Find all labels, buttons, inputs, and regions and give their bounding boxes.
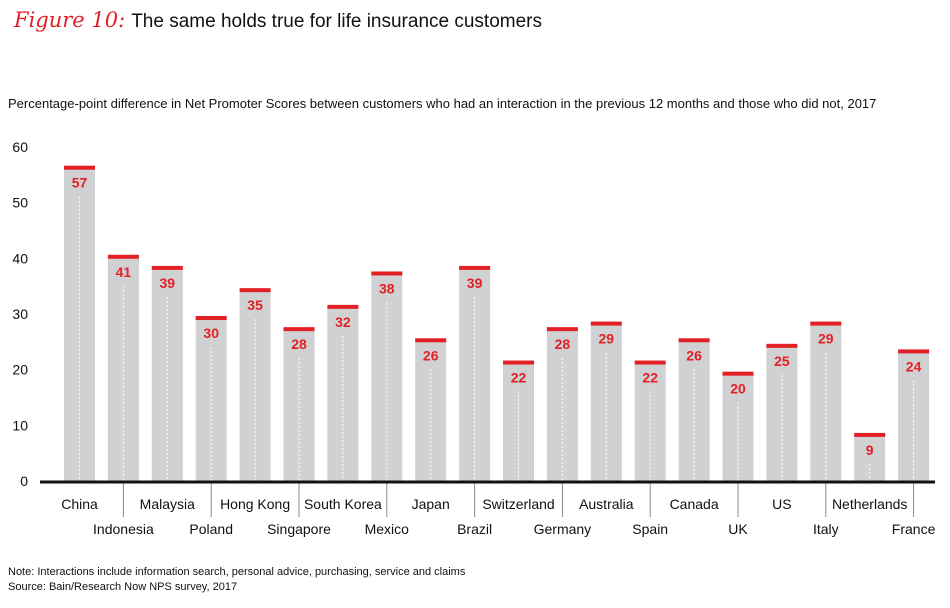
- y-tick-label: 50: [12, 195, 28, 211]
- data-label: 41: [116, 264, 132, 280]
- y-tick-label: 10: [12, 417, 28, 433]
- data-label: 20: [730, 381, 746, 397]
- data-label: 24: [906, 358, 922, 374]
- data-label: 22: [511, 370, 527, 386]
- data-label: 38: [379, 280, 395, 296]
- data-label: 22: [642, 370, 658, 386]
- data-label: 28: [291, 336, 307, 352]
- data-label: 35: [247, 297, 263, 313]
- bar-cap: [766, 343, 798, 348]
- y-tick-label: 0: [20, 473, 28, 489]
- category-label: Japan: [412, 496, 450, 512]
- y-tick-label: 60: [12, 139, 28, 155]
- bar: [64, 166, 95, 481]
- bar-cap: [503, 360, 534, 365]
- title-text: The same holds true for life insurance c…: [131, 11, 542, 32]
- bar-cap: [64, 165, 95, 170]
- bar-cap: [327, 304, 359, 309]
- bar-cap: [634, 360, 666, 365]
- category-label: Spain: [632, 521, 668, 537]
- bar-cap: [239, 288, 271, 293]
- bar-cap: [415, 338, 447, 343]
- bar: [898, 350, 930, 481]
- y-tick-label: 40: [12, 250, 28, 266]
- category-label: Indonesia: [93, 521, 154, 537]
- data-label: 28: [555, 336, 571, 352]
- bar: [766, 344, 798, 481]
- data-label: 26: [423, 347, 439, 363]
- bar-cap: [459, 265, 491, 270]
- bar-cap: [195, 316, 227, 320]
- chart-subtitle: Percentage-point difference in Net Promo…: [8, 96, 877, 111]
- category-label: US: [772, 496, 791, 512]
- category-label: Poland: [189, 521, 233, 537]
- bar-cap: [810, 321, 842, 326]
- category-label: UK: [728, 521, 748, 537]
- data-label: 39: [160, 275, 176, 291]
- category-label: Australia: [579, 496, 634, 512]
- bar-cap: [898, 349, 930, 354]
- category-label: Malaysia: [140, 496, 195, 512]
- category-label: Switzerland: [482, 496, 554, 512]
- chart-source: Source: Bain/Research Now NPS survey, 20…: [8, 581, 238, 593]
- data-label: 9: [866, 442, 874, 458]
- bar-cap: [722, 371, 754, 376]
- bar-cap: [590, 321, 622, 326]
- bar-cap: [678, 338, 710, 343]
- category-label: Netherlands: [832, 496, 908, 512]
- category-label: Italy: [813, 521, 839, 537]
- data-label: 29: [599, 331, 615, 347]
- bar-cap: [283, 327, 315, 332]
- category-label: Canada: [670, 496, 719, 512]
- y-tick-label: 30: [12, 306, 28, 322]
- category-label: Hong Kong: [220, 496, 290, 512]
- data-label: 25: [774, 353, 790, 369]
- bar-cap: [546, 327, 578, 332]
- figure-label: Figure 10:: [14, 8, 126, 32]
- category-label: Mexico: [365, 521, 410, 537]
- data-label: 39: [467, 275, 483, 291]
- category-label: Brazil: [457, 521, 492, 537]
- data-label: 26: [686, 347, 702, 363]
- figure-title: Figure 10: The same holds true for life i…: [14, 8, 542, 33]
- category-label: France: [892, 521, 936, 537]
- data-label: 57: [72, 175, 88, 191]
- bar-cap: [854, 432, 886, 437]
- data-label: 32: [335, 314, 351, 330]
- bar-cap: [371, 271, 403, 276]
- category-label: Germany: [534, 521, 592, 537]
- category-label: China: [61, 496, 98, 512]
- data-label: 30: [203, 325, 219, 341]
- bar-cap: [151, 265, 183, 270]
- chart-note: Note: Interactions include information s…: [8, 566, 466, 578]
- category-label: Singapore: [267, 521, 331, 537]
- data-label: 29: [818, 331, 834, 347]
- y-tick-label: 20: [12, 362, 28, 378]
- bar-cap: [107, 254, 139, 259]
- category-label: South Korea: [304, 496, 382, 512]
